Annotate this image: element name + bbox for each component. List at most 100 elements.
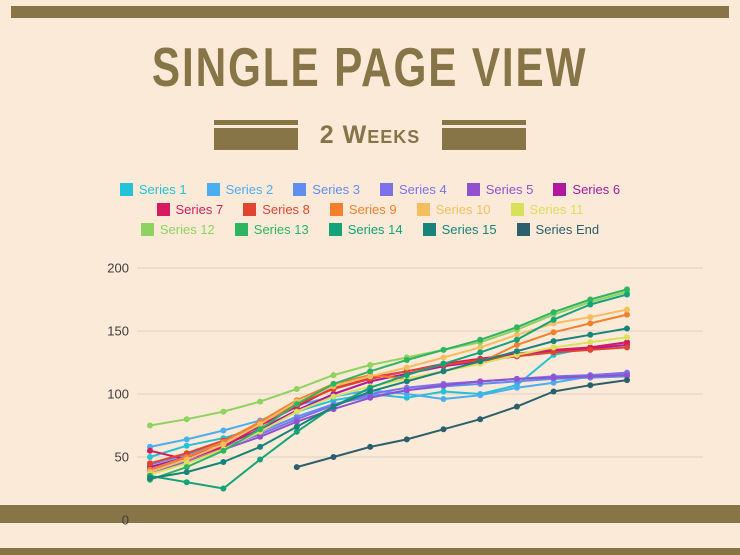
legend-swatch-icon [156, 203, 170, 216]
y-axis-tick-label: 100 [107, 387, 129, 402]
legend-label: Series 4 [399, 182, 447, 197]
line-chart: 0 50 100 150 200 [107, 261, 703, 528]
legend-label: Series 6 [572, 182, 621, 197]
data-point [477, 344, 484, 351]
data-point [183, 469, 190, 476]
data-point [293, 428, 300, 435]
data-point [440, 382, 447, 389]
data-point [403, 372, 410, 379]
legend-item[interactable]: Series 14 [328, 223, 403, 236]
legend-label: Series End [535, 222, 600, 237]
data-point [220, 408, 227, 415]
y-axis-tick-label: 150 [107, 324, 129, 339]
data-point [624, 311, 630, 318]
legend-row: Series 1 Series 2 Series 3 Series 4 Series 5… [119, 182, 620, 197]
legend-item[interactable]: Series 12 [140, 223, 215, 236]
legend-item[interactable]: Series 6 [553, 183, 620, 196]
legend-item[interactable]: Series 4 [380, 183, 447, 196]
page-title-text: SINGLE PAGE VIEW [152, 36, 588, 98]
legend-swatch-icon [416, 203, 430, 216]
subtitle-row: 2 Weeks [0, 120, 740, 150]
legend-label: Series 10 [435, 202, 491, 217]
legend-item[interactable]: Series 8 [243, 203, 310, 216]
data-point [330, 372, 337, 379]
data-point [183, 479, 190, 486]
data-point [513, 384, 520, 391]
data-point [587, 314, 594, 321]
data-point [293, 418, 300, 425]
subtitle-ornament-left [213, 120, 298, 150]
data-point [624, 306, 630, 313]
data-point [330, 393, 337, 400]
legend-item[interactable]: Series 1 [119, 182, 187, 197]
data-point [587, 301, 594, 308]
data-point [440, 368, 447, 375]
series-line [149, 290, 628, 427]
legend-item[interactable]: Series 11 [510, 203, 584, 216]
data-point [440, 396, 447, 402]
legend-label: Series 8 [262, 202, 310, 217]
data-point [440, 346, 447, 353]
data-point [624, 291, 630, 298]
data-point [403, 357, 410, 363]
legend-item[interactable]: Series 3 [293, 183, 360, 196]
y-axis-tick-label: 0 [122, 513, 129, 528]
data-point [440, 354, 447, 361]
data-point [403, 378, 410, 385]
top-decorative-bar [11, 6, 729, 18]
series-line [149, 372, 628, 448]
series-line [149, 327, 628, 480]
legend-label: Series 3 [312, 182, 360, 197]
data-point [440, 388, 447, 395]
data-point [293, 464, 300, 471]
legend-item[interactable]: Series 2 [206, 182, 274, 197]
data-point [293, 408, 300, 415]
data-point [550, 388, 557, 395]
legend-swatch-icon [466, 183, 480, 196]
bottom-edge-bar [0, 548, 740, 555]
data-point [550, 344, 557, 351]
data-point [403, 436, 410, 443]
data-point [220, 441, 227, 448]
data-point [477, 378, 484, 385]
legend-swatch-icon [206, 183, 220, 196]
data-point [587, 339, 594, 346]
series-line [149, 313, 628, 471]
legend-item[interactable]: Series 10 [416, 202, 491, 217]
data-point [257, 443, 264, 450]
data-point [550, 349, 557, 356]
legend-swatch-icon [293, 183, 307, 196]
legend-item[interactable]: Series 13 [234, 223, 309, 236]
legend-swatch-icon [243, 203, 257, 216]
legend-swatch-icon [510, 203, 524, 216]
bottom-decorative-bar [0, 505, 740, 523]
legend-item[interactable]: Series 15 [422, 223, 497, 236]
series-line [149, 288, 628, 481]
legend-item[interactable]: Series 7 [156, 203, 223, 216]
data-point [257, 433, 264, 440]
data-point [220, 485, 227, 492]
y-axis-tick-label: 50 [115, 450, 129, 465]
data-point [367, 394, 374, 401]
legend-item[interactable]: Series 9 [329, 202, 397, 217]
legend-label: Series 2 [225, 182, 274, 197]
data-point [367, 443, 374, 450]
data-point [477, 416, 484, 423]
legend-label: Series 1 [138, 182, 187, 197]
page-subtitle: 2 Weeks [319, 120, 421, 149]
data-point [440, 426, 447, 433]
data-point [257, 421, 264, 428]
legend-item[interactable]: Series End [516, 222, 600, 237]
data-point [477, 349, 484, 356]
legend-item[interactable]: Series 5 [466, 183, 533, 196]
legend-label: Series 9 [348, 202, 397, 217]
data-point [550, 316, 557, 323]
series-line [149, 341, 628, 458]
data-point [587, 346, 594, 353]
data-point [367, 368, 374, 375]
series-line [149, 308, 628, 474]
data-point [513, 375, 520, 382]
series-line [149, 336, 628, 476]
data-point [513, 341, 520, 348]
